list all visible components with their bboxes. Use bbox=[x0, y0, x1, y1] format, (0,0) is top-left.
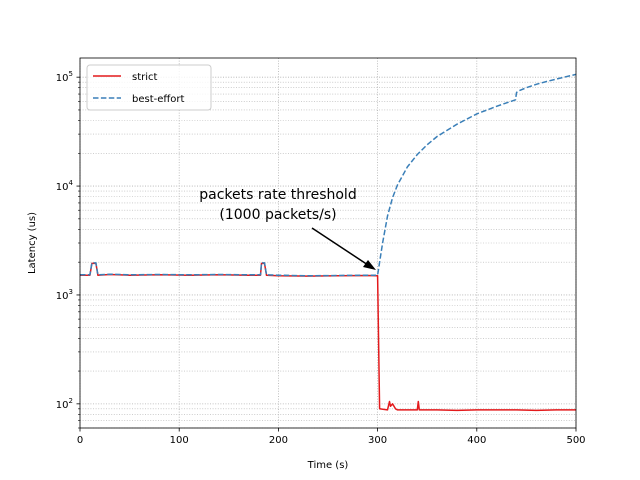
annotation-line-2: (1000 packets/s) bbox=[219, 207, 336, 223]
y-tick-label: 105 bbox=[56, 70, 73, 84]
x-axis-label: Time (s) bbox=[307, 460, 349, 471]
x-tick-label: 400 bbox=[467, 435, 486, 446]
y-tick-label: 102 bbox=[56, 397, 73, 411]
threshold-annotation: packets rate threshold (1000 packets/s) bbox=[199, 187, 376, 270]
y-tick-label: 103 bbox=[56, 288, 73, 302]
x-tick-label: 100 bbox=[170, 435, 189, 446]
y-tick-label: 104 bbox=[56, 179, 74, 193]
legend-label-strict: strict bbox=[132, 72, 158, 83]
axis-ticks: 0 100 200 300 400 500 102 103 104 105 bbox=[56, 70, 586, 446]
legend-label-best-effort: best-effort bbox=[132, 94, 185, 105]
x-tick-label: 300 bbox=[368, 435, 387, 446]
legend: strict best-effort bbox=[86, 64, 212, 111]
series-layer bbox=[80, 73, 576, 412]
x-tick-label: 0 bbox=[77, 435, 83, 446]
y-axis-label: Latency (us) bbox=[27, 212, 38, 274]
x-tick-label: 500 bbox=[566, 435, 585, 446]
series-line-best-effort bbox=[80, 73, 576, 277]
annotation-arrow-line bbox=[311, 227, 369, 266]
annotation-line-1: packets rate threshold bbox=[199, 187, 356, 203]
x-tick-label: 200 bbox=[269, 435, 288, 446]
annotation-arrow-head bbox=[363, 260, 376, 270]
